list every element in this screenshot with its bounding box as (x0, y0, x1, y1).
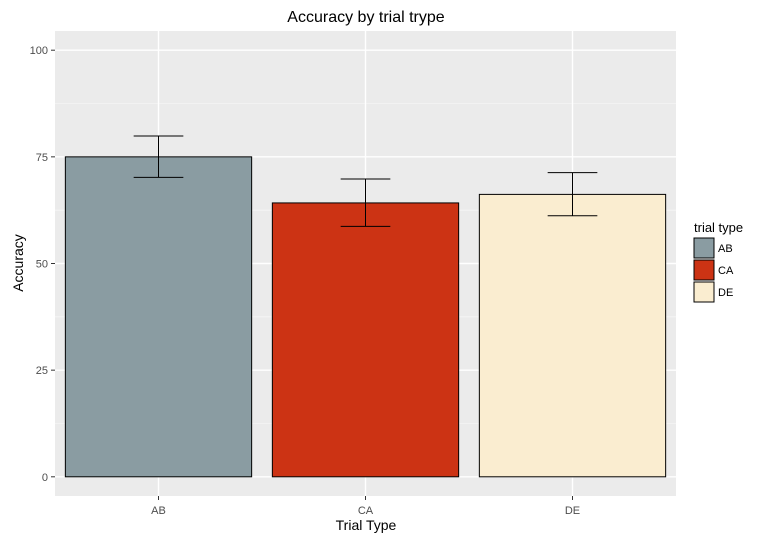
legend-title: trial type (694, 220, 743, 235)
x-axis-label: Trial Type (336, 517, 397, 533)
legend-label: CA (718, 265, 734, 277)
error-bars (133, 135, 598, 227)
bar-ca (271, 202, 460, 478)
x-tick-label: AB (151, 505, 166, 517)
y-axis-label: Accuracy (10, 234, 26, 292)
error-bar-ca (340, 178, 391, 227)
error-bar-de (547, 172, 598, 217)
y-tick-label: 100 (30, 45, 48, 57)
legend-swatch (693, 237, 715, 259)
y-tick-label: 0 (42, 472, 48, 484)
legend-item-de: DE (693, 281, 733, 303)
legend-label: DE (718, 287, 733, 299)
y-tick-label: 75 (36, 152, 48, 164)
bars (64, 156, 667, 478)
legend-item-ca: CA (693, 259, 734, 281)
x-axis: AB CA DE (151, 496, 580, 517)
chart-title: Accuracy by trial trype (287, 9, 444, 26)
legend-item-ab: AB (693, 237, 733, 259)
legend-swatch (693, 281, 715, 303)
y-axis: 0 25 50 75 100 (30, 45, 55, 484)
x-tick-label: CA (358, 505, 374, 517)
x-tick-label: DE (565, 505, 580, 517)
error-bar-ab (133, 135, 184, 178)
legend-label: AB (718, 243, 733, 255)
legend: trial type AB CA DE (693, 220, 743, 303)
bar-ab (64, 156, 253, 478)
legend-swatch (693, 259, 715, 281)
y-tick-label: 50 (36, 259, 48, 271)
y-tick-label: 25 (36, 365, 48, 377)
bar-de (478, 193, 667, 478)
